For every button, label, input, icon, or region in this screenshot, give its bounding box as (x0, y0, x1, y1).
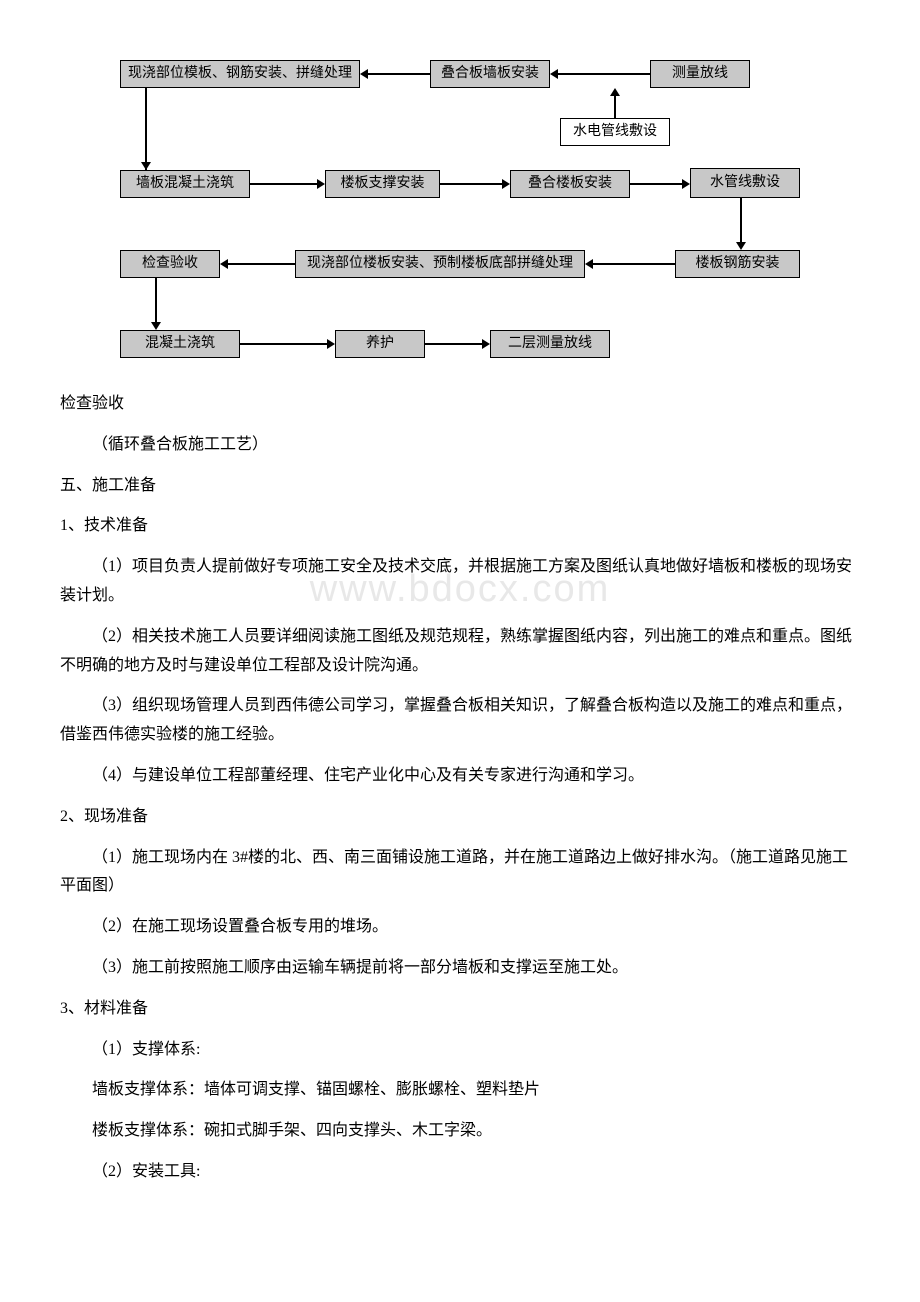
process-flowchart: 现浇部位模板、钢筋安装、拼缝处理 叠合板墙板安装 测量放线 水电管线敷设 墙板混… (120, 60, 800, 370)
node-wallboard-install: 叠合板墙板安装 (430, 60, 550, 88)
para-s1-3: （3）组织现场管理人员到西伟德公司学习，掌握叠合板相关知识，了解叠合板构造以及施… (60, 692, 860, 750)
text-cycle-process: （循环叠合板施工工艺） (60, 431, 860, 460)
para-s2-2: （2）在施工现场设置叠合板专用的堆场。 (60, 913, 860, 942)
para-s3-1: （1）支撑体系: (60, 1036, 860, 1065)
node-cast-formwork: 现浇部位模板、钢筋安装、拼缝处理 (120, 60, 360, 88)
para-s2-1: （1）施工现场内在 3#楼的北、西、南三面铺设施工道路，并在施工道路边上做好排水… (60, 844, 860, 902)
heading-s2: 2、现场准备 (60, 803, 860, 832)
para-s1-4: （4）与建设单位工程部董经理、住宅产业化中心及有关专家进行沟通和学习。 (60, 762, 860, 791)
node-measure-line: 测量放线 (650, 60, 750, 88)
heading-5-prep: 五、施工准备 (60, 472, 860, 501)
para-s3-1b: 楼板支撑体系：碗扣式脚手架、四向支撑头、木工字梁。 (60, 1117, 860, 1146)
para-s3-2: （2）安装工具: (60, 1158, 860, 1187)
node-pipe-laying-2: 水管线敷设 (690, 168, 800, 198)
node-inspection: 检查验收 (120, 250, 220, 278)
node-floor-rebar: 楼板钢筋安装 (675, 250, 800, 278)
document-body: 检查验收 （循环叠合板施工工艺） 五、施工准备 1、技术准备 （1）项目负责人提… (60, 390, 860, 1187)
node-composite-floor-install: 叠合楼板安装 (510, 170, 630, 198)
node-wall-concrete: 墙板混凝土浇筑 (120, 170, 250, 198)
para-s3-1a: 墙板支撑体系：墙体可调支撑、锚固螺栓、膨胀螺栓、塑料垫片 (60, 1076, 860, 1105)
para-s2-3: （3）施工前按照施工顺序由运输车辆提前将一部分墙板和支撑运至施工处。 (60, 954, 860, 983)
heading-s1: 1、技术准备 (60, 512, 860, 541)
para-s1-2: （2）相关技术施工人员要详细阅读施工图纸及规范规程，熟练掌握图纸内容，列出施工的… (60, 623, 860, 681)
node-floor-seam: 现浇部位楼板安装、预制楼板底部拼缝处理 (295, 250, 585, 278)
node-concrete-pour: 混凝土浇筑 (120, 330, 240, 358)
heading-s3: 3、材料准备 (60, 995, 860, 1024)
node-pipe-laying-1: 水电管线敷设 (560, 118, 670, 146)
node-layer2-measure: 二层测量放线 (490, 330, 610, 358)
node-curing: 养护 (335, 330, 425, 358)
text-check-accept: 检查验收 (60, 390, 860, 419)
node-floor-support: 楼板支撑安装 (325, 170, 440, 198)
para-s1-1: （1）项目负责人提前做好专项施工安全及技术交底，并根据施工方案及图纸认真地做好墙… (60, 553, 860, 611)
